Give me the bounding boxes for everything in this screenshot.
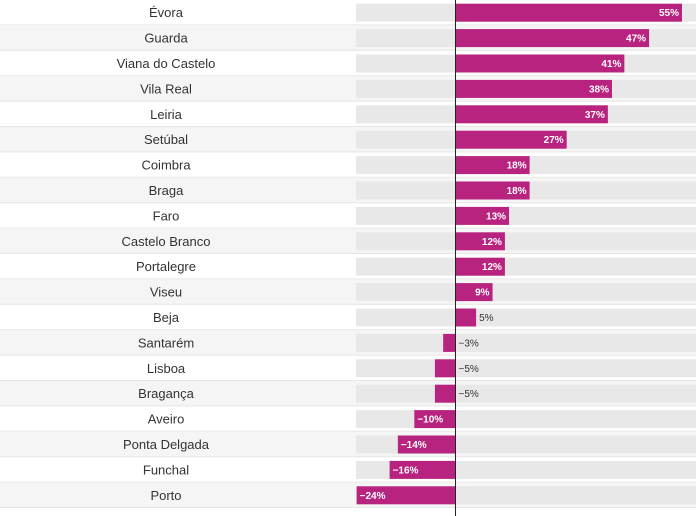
value-label: −5%: [459, 364, 479, 375]
chart-row: Beja 5%: [0, 308, 696, 331]
chart-row: Guarda 47%: [0, 25, 696, 51]
chart-row: Faro 13%: [0, 206, 696, 229]
bar-track: [356, 308, 696, 327]
bar-track: [356, 384, 696, 403]
chart-row: Castelo Branco 12%: [0, 228, 696, 254]
chart-row: Ponta Delgada −14%: [0, 431, 696, 458]
category-label: Bragança: [138, 386, 194, 401]
bar: [414, 410, 456, 429]
bar: [455, 232, 505, 251]
value-label: 55%: [659, 8, 679, 19]
chart-row: Santarém −3%: [0, 330, 696, 356]
bar: [455, 29, 650, 48]
value-label: 13%: [486, 211, 506, 222]
category-label: Beja: [153, 310, 180, 325]
category-label: Guarda: [144, 31, 188, 46]
bar-track: [356, 257, 696, 276]
category-label: Aveiro: [148, 412, 185, 427]
chart-row: Aveiro −10%: [0, 410, 696, 432]
bar: [455, 206, 510, 225]
chart-row: Porto −24%: [0, 482, 696, 508]
category-label: Setúbal: [144, 132, 188, 147]
chart-row: Viseu 9%: [0, 279, 696, 305]
bar-track: [356, 232, 696, 251]
chart-row: Leiria 37%: [0, 105, 696, 127]
value-label: −16%: [393, 465, 419, 476]
value-label: 5%: [479, 313, 494, 324]
bar: [455, 156, 530, 175]
chart-row: Funchal −16%: [0, 460, 696, 483]
category-label: Santarém: [138, 335, 194, 350]
category-label: Leiria: [150, 107, 183, 122]
value-label: 41%: [601, 59, 621, 70]
bar: [455, 308, 477, 327]
value-label: −24%: [360, 491, 386, 502]
category-label: Vila Real: [140, 81, 192, 96]
category-label: Viseu: [150, 285, 182, 300]
bar: [389, 460, 456, 479]
category-label: Porto: [150, 488, 181, 503]
bar: [356, 486, 456, 505]
bar-track: [356, 359, 696, 378]
category-label: Faro: [153, 208, 180, 223]
chart-row: Coimbra 18%: [0, 156, 696, 178]
bar: [455, 283, 493, 302]
value-label: 27%: [544, 135, 564, 146]
category-label: Castelo Branco: [122, 234, 211, 249]
category-label: Évora: [149, 5, 184, 20]
bar: [455, 105, 608, 124]
value-label: 9%: [475, 288, 490, 299]
value-label: −3%: [459, 338, 479, 349]
bar: [455, 54, 625, 73]
bar-track: [356, 283, 696, 302]
chart-row: Bragança −5%: [0, 381, 696, 407]
bar: [434, 384, 456, 403]
value-label: 38%: [589, 84, 609, 95]
bar: [397, 435, 456, 454]
value-label: −10%: [417, 415, 443, 426]
category-label: Viana do Castelo: [117, 56, 216, 71]
category-label: Lisboa: [147, 361, 186, 376]
chart-row: Braga 18%: [0, 177, 696, 204]
chart-row: Viana do Castelo 41%: [0, 54, 696, 77]
value-label: 47%: [626, 34, 646, 45]
bar: [455, 257, 505, 276]
value-label: 12%: [482, 237, 502, 248]
value-label: −5%: [459, 389, 479, 400]
category-label: Coimbra: [141, 158, 191, 173]
category-label: Braga: [149, 183, 184, 198]
bar: [434, 359, 456, 378]
category-label: Ponta Delgada: [123, 437, 210, 452]
value-label: 18%: [507, 186, 527, 197]
chart-row: Lisboa −5%: [0, 359, 696, 381]
bar: [455, 181, 530, 200]
bar-track: [356, 333, 696, 352]
category-label: Portalegre: [136, 259, 196, 274]
chart-row: Vila Real 38%: [0, 76, 696, 102]
chart-row: Setúbal 27%: [0, 127, 696, 153]
bar-track: [356, 206, 696, 225]
chart-row: Évora 55%: [0, 3, 696, 26]
bar: [455, 130, 567, 149]
bar-track: [356, 410, 696, 429]
chart-row: Portalegre 12%: [0, 257, 696, 280]
category-label: Funchal: [143, 462, 189, 477]
value-label: −14%: [401, 440, 427, 451]
bar: [455, 79, 612, 98]
bar: [443, 333, 456, 352]
value-label: 18%: [507, 161, 527, 172]
value-label: 37%: [585, 110, 605, 121]
value-label: 12%: [482, 262, 502, 273]
bar: [455, 3, 682, 22]
